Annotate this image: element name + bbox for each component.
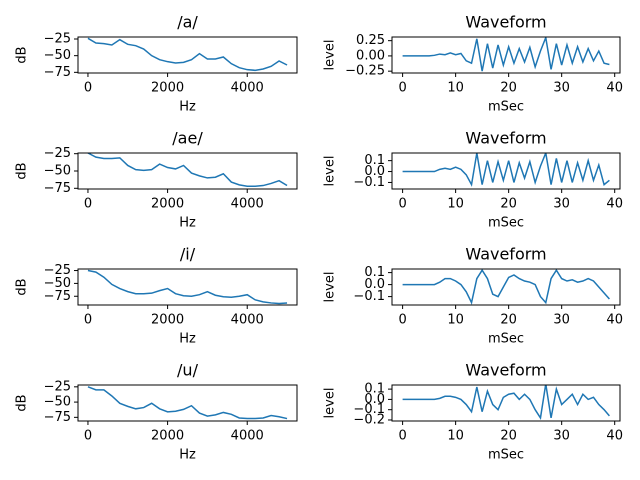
x-axis-label: mSec [488,216,524,231]
x-tick-label: 0 [84,429,92,444]
y-tick-label: −0.1 [353,289,385,304]
axes-frame [77,152,298,190]
x-tick-label: 10 [447,81,464,96]
x-tick-label: 0 [398,313,406,328]
x-tick-label: 4000 [231,197,264,212]
y-tick-label: −50 [44,164,71,179]
x-tick-label: 2000 [151,81,184,96]
x-tick-label: 40 [606,429,623,444]
y-tick-label: 0.0 [364,392,385,407]
x-axis-label: Hz [179,100,196,115]
x-axis-label: Hz [179,448,196,463]
line-series [87,386,288,420]
axes-frame [391,268,621,306]
y-tick-label: −25 [44,379,71,394]
subplot-title: /a/ [177,13,198,32]
y-tick-label: 0.0 [364,277,385,292]
subplot-title: Waveform [465,13,546,32]
x-tick-label: 4000 [231,81,264,96]
x-tick-label: 0 [84,313,92,328]
y-tick-label: −75 [44,181,71,196]
line-series [402,37,610,72]
y-tick-label: −0.25 [345,64,385,79]
y-tick-label: −0.1 [353,175,385,190]
y-tick-label: −75 [44,410,71,425]
x-tick-label: 40 [606,197,623,212]
x-tick-label: 40 [606,313,623,328]
y-tick-label: 0.1 [364,265,385,280]
x-tick-label: 2000 [151,429,184,444]
subplot-title: Waveform [465,361,546,380]
y-axis-label: level [323,156,338,187]
x-tick-label: 30 [553,313,570,328]
axes-frame [77,36,298,74]
x-tick-label: 0 [398,197,406,212]
y-axis-label: dB [15,278,30,295]
x-tick-label: 0 [398,81,406,96]
y-axis-label: level [323,388,338,419]
y-tick-label: −25 [44,263,71,278]
x-tick-label: 2000 [151,197,184,212]
y-tick-label: 0.00 [356,48,385,63]
line-series [87,37,288,72]
axes-frame [391,384,621,422]
x-tick-label: 10 [447,313,464,328]
subplot-title: /ae/ [172,129,203,148]
y-tick-label: −50 [44,395,71,410]
y-tick-label: 0.1 [364,382,385,397]
x-tick-label: 10 [447,429,464,444]
y-tick-label: −75 [44,289,71,304]
x-tick-label: 0 [84,197,92,212]
x-axis-label: Hz [179,216,196,231]
y-tick-label: −0.2 [353,412,385,427]
x-tick-label: 30 [553,197,570,212]
line-series [402,385,610,420]
line-series [87,269,288,305]
axes-frame [391,36,621,74]
x-tick-label: 40 [606,81,623,96]
subplot-title: /u/ [177,361,199,380]
axes-frame [77,268,298,306]
x-axis-label: mSec [488,332,524,347]
y-axis-label: dB [15,162,30,179]
line-series [87,153,288,187]
y-tick-label: −50 [44,276,71,291]
axes-frame [391,152,621,190]
x-tick-label: 20 [500,197,517,212]
x-tick-label: 20 [500,429,517,444]
y-axis-label: level [323,272,338,303]
subplot-title: Waveform [465,129,546,148]
y-tick-label: −50 [44,48,71,63]
x-tick-label: 20 [500,313,517,328]
x-tick-label: 4000 [231,313,264,328]
y-tick-label: 0.25 [356,33,385,48]
line-series [402,153,610,187]
x-tick-label: 20 [500,81,517,96]
y-tick-label: −25 [44,32,71,47]
x-axis-label: Hz [179,332,196,347]
x-tick-label: 0 [398,429,406,444]
y-axis-label: dB [15,46,30,63]
y-tick-label: 0.1 [364,153,385,168]
y-tick-label: 0.0 [364,164,385,179]
x-tick-label: 2000 [151,313,184,328]
x-tick-label: 30 [553,81,570,96]
x-tick-label: 30 [553,429,570,444]
y-axis-label: level [323,40,338,71]
y-tick-label: −0.1 [353,402,385,417]
x-axis-label: mSec [488,448,524,463]
x-tick-label: 0 [84,81,92,96]
axes-frame [77,384,298,422]
y-tick-label: −25 [44,146,71,161]
subplot-title: /i/ [180,245,196,264]
y-axis-label: dB [15,394,30,411]
x-tick-label: 4000 [231,429,264,444]
line-series [402,269,610,305]
y-tick-label: −75 [44,65,71,80]
subplot-title: Waveform [465,245,546,264]
x-tick-label: 10 [447,197,464,212]
x-axis-label: mSec [488,100,524,115]
